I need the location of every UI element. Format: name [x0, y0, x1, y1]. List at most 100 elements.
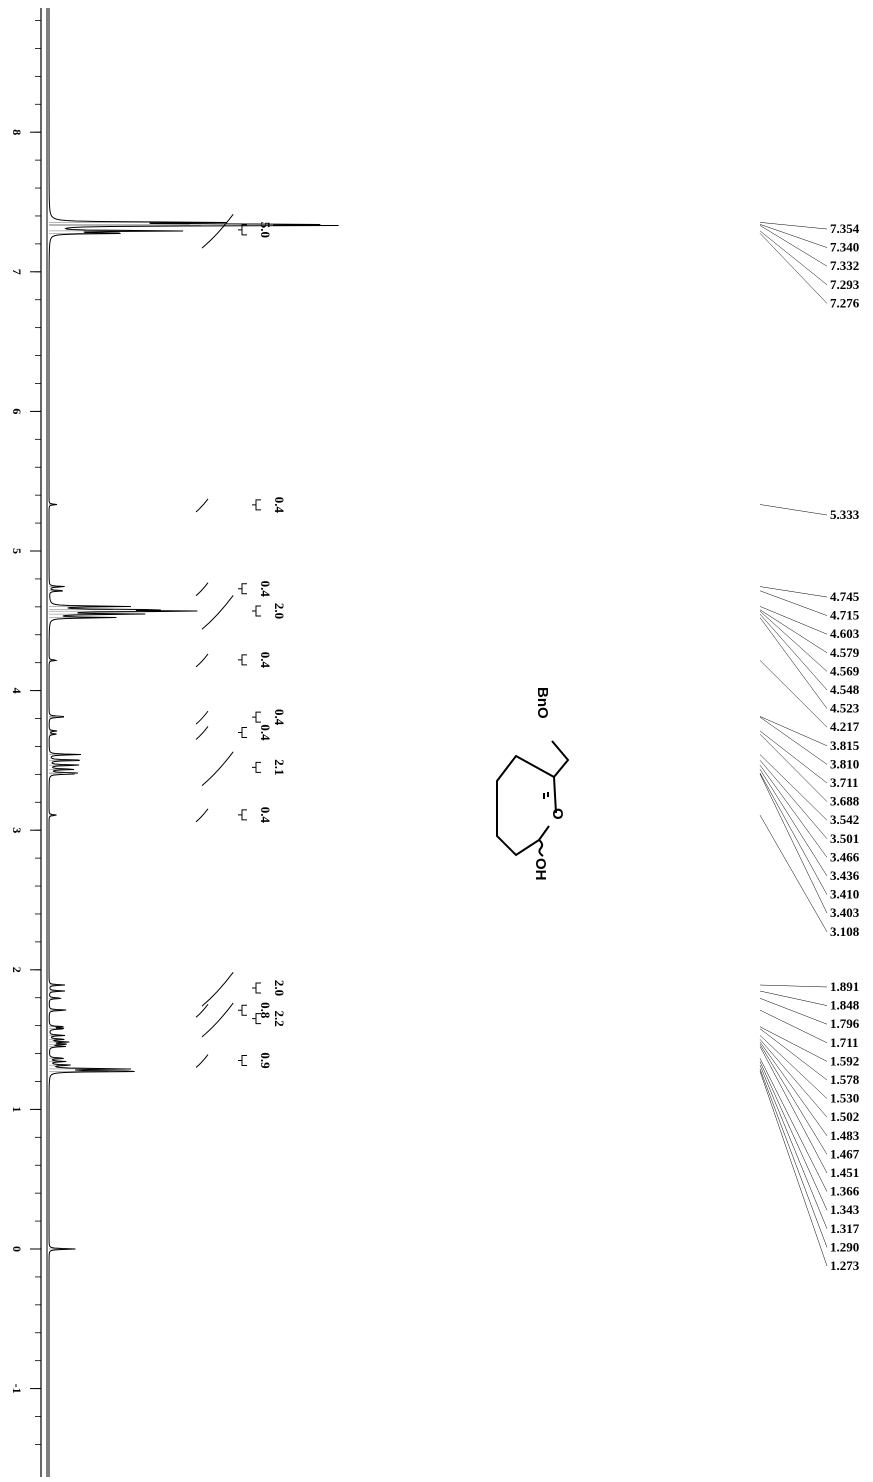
peak-connector: [759, 764, 828, 858]
integral-curve: [195, 726, 209, 740]
axis-tick-label: 2: [10, 967, 24, 973]
integral-bracket: [252, 499, 261, 511]
integration-value: 2.2: [272, 1011, 287, 1027]
axis-tick-label: 8: [10, 129, 24, 135]
peak-value-label: 7.276: [830, 295, 860, 310]
axis-tick-label: -1: [10, 1384, 24, 1394]
peak-group-0: 7.354 7.340 7.332 7.293 7.276: [759, 221, 860, 310]
peak-value-label: 4.715: [830, 608, 860, 623]
peak-connector: [759, 1046, 828, 1174]
integration-value: 2.1: [272, 759, 287, 775]
wavy-bond: [538, 839, 544, 857]
peak-value-label: 1.317: [830, 1221, 860, 1236]
integration-4: 0.4: [195, 652, 273, 669]
peak-connector: [759, 1058, 828, 1192]
peak-connector: [759, 617, 828, 709]
integration-5: 0.4: [195, 709, 287, 726]
ring-c-o-bond: [553, 776, 557, 814]
peak-value-label: 1.451: [830, 1165, 859, 1180]
peak-group-1: 5.333: [759, 504, 860, 522]
peak-connector: [759, 1068, 828, 1248]
peak-value-label: 1.578: [830, 1072, 860, 1087]
integration-2: 0.4: [195, 581, 273, 597]
peak-value-label: 1.483: [830, 1128, 860, 1143]
integration-12: 0.9: [195, 1052, 273, 1069]
peak-value-label: 1.530: [830, 1091, 859, 1106]
peak-connector: [759, 716, 828, 747]
integration-value: 5.0: [258, 222, 273, 238]
peak-connector: [759, 1041, 828, 1136]
peak-pick-labels: 7.354 7.340 7.332 7.293 7.276 5.333 4.745 4.715…: [759, 221, 860, 1273]
peak-connector: [759, 772, 828, 895]
peak-value-label: 4.548: [830, 682, 860, 697]
ring-bonds: [496, 754, 555, 857]
ring-oxygen-label: O: [549, 808, 566, 820]
peak-connector: [759, 814, 828, 932]
peak-connector: [759, 1026, 828, 1062]
peak-connector: [759, 716, 828, 765]
peak-connector: [759, 733, 828, 802]
peak-connector: [759, 773, 828, 914]
integration-6: 0.4: [195, 724, 273, 741]
peak-value-label: 1.273: [830, 1258, 860, 1273]
integration-10: 0.8: [195, 1002, 273, 1019]
peak-connector: [759, 1071, 828, 1267]
peak-connector: [759, 754, 828, 821]
peak-connector: [759, 998, 828, 1025]
peak-connector: [759, 760, 828, 839]
peak-value-label: 7.354: [830, 221, 860, 236]
ring-o-c-bond: [538, 825, 550, 841]
peak-value-label: 3.711: [830, 775, 859, 790]
ppm-axis: 8 7 6 5 4 3 2 1 0 -1: [10, 8, 48, 1477]
peak-value-label: 3.542: [830, 812, 859, 827]
peak-value-label: 1.891: [830, 979, 859, 994]
peak-connector: [759, 590, 828, 616]
peak-value-label: 4.579: [830, 645, 860, 660]
chemical-structure: BnO O OH: [496, 687, 570, 881]
integral-curve: [195, 498, 209, 513]
ch2-bond: [551, 740, 570, 778]
peak-value-label: 1.848: [830, 998, 860, 1013]
integration-annotations: 5.00.40.42.00.40.40.42.10.42.00.82.20.9: [195, 214, 287, 1069]
spectrum-trace: [48, 8, 339, 1477]
peak-value-label: 1.711: [830, 1035, 859, 1050]
integral-bracket: [238, 583, 247, 595]
integral-bracket: [238, 1055, 247, 1067]
peak-value-label: 3.410: [830, 887, 859, 902]
integration-value: 0.4: [258, 724, 273, 741]
peak-connector: [759, 586, 828, 598]
peak-value-label: 5.333: [830, 507, 860, 522]
peak-connector: [759, 1061, 828, 1211]
peak-value-label: 7.293: [830, 277, 860, 292]
peak-group-3: 1.891 1.848 1.796 1.711 1.592 1.578 1.530 1.502…: [759, 979, 860, 1273]
integration-value: 0.4: [272, 709, 287, 726]
peak-connector: [759, 613, 828, 691]
integration-value: 2.0: [272, 980, 287, 996]
peak-connector: [759, 660, 828, 728]
peak-value-label: 1.467: [830, 1146, 860, 1161]
peak-value-label: 1.502: [830, 1109, 859, 1124]
peak-connector: [759, 224, 828, 248]
integration-value: 0.4: [258, 652, 273, 669]
peak-value-label: 1.592: [830, 1053, 859, 1068]
integration-0: 5.0: [201, 214, 273, 249]
integral-curve: [195, 808, 209, 823]
peak-connector: [759, 610, 828, 672]
peak-connector: [759, 225, 828, 267]
integration-value: 0.8: [258, 1002, 273, 1019]
integral-bracket: [252, 711, 261, 723]
peak-connector: [759, 606, 828, 635]
peak-group-2: 4.745 4.715 4.603 4.579 4.569 4.548 4.523 4.217…: [759, 586, 860, 939]
peak-value-label: 3.688: [830, 794, 860, 809]
integration-value: 0.9: [258, 1052, 273, 1069]
peak-value-label: 3.501: [830, 831, 859, 846]
peak-value-label: 1.290: [830, 1239, 859, 1254]
integral-bracket: [252, 1013, 261, 1025]
peak-value-label: 3.436: [830, 868, 860, 883]
peak-value-label: 3.403: [830, 905, 860, 920]
peak-connector: [759, 1039, 828, 1118]
peak-connector: [759, 990, 828, 1006]
integration-3: 2.0: [201, 595, 287, 630]
